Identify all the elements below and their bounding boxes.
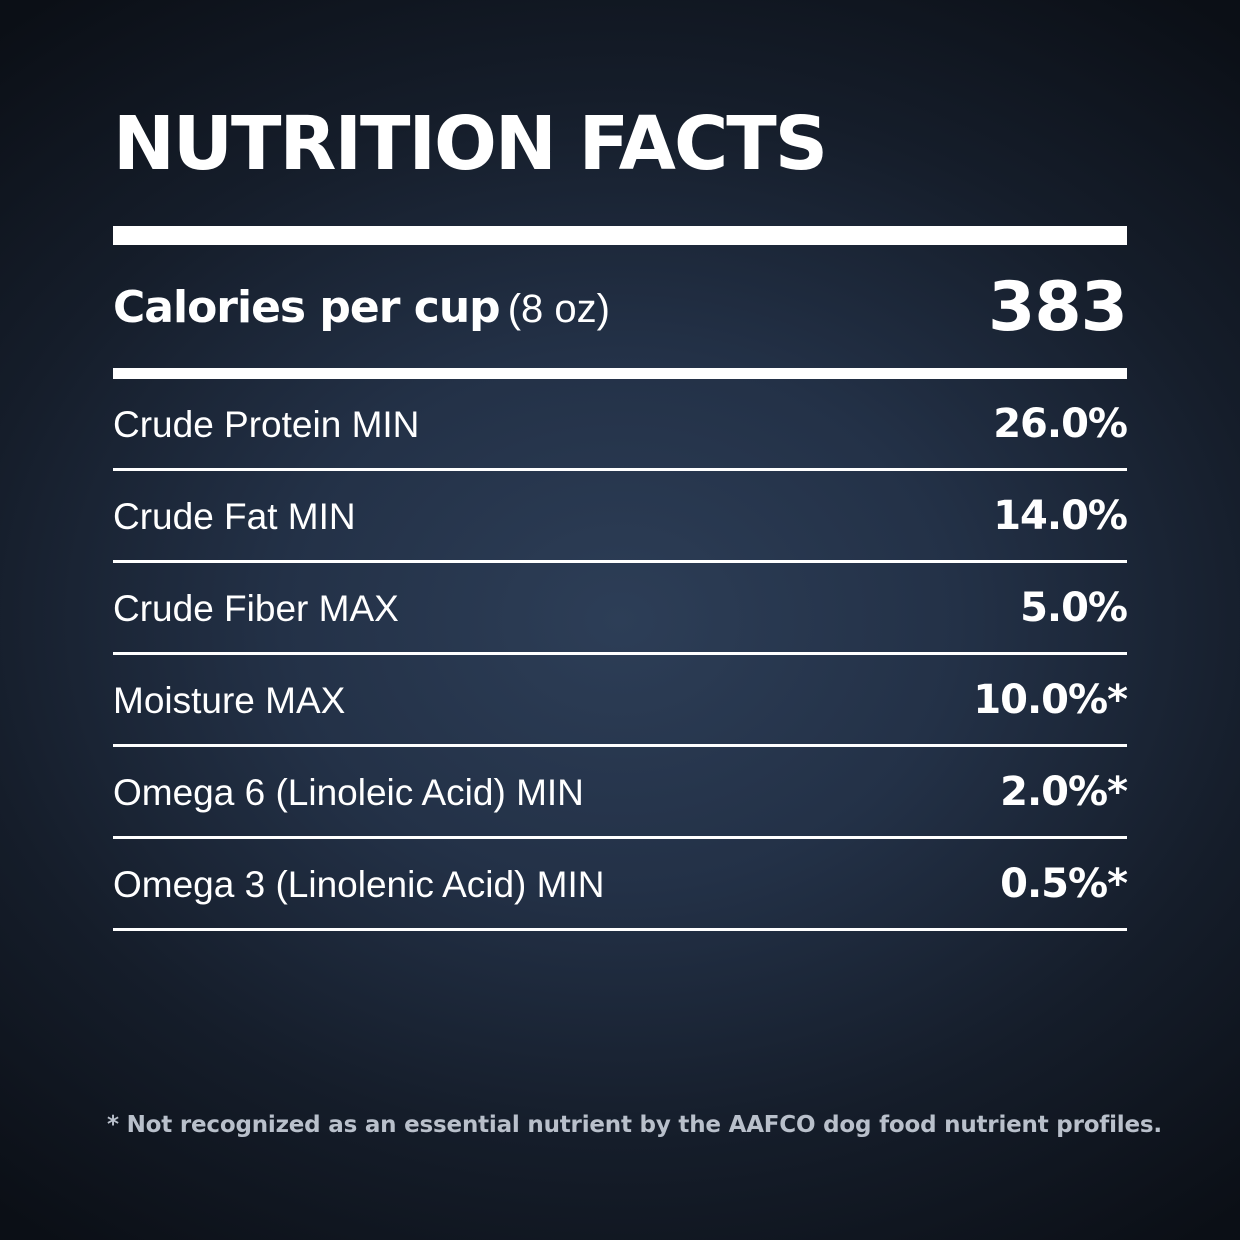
nutrient-list: Crude Protein MIN 26.0% Crude Fat MIN 14…: [113, 379, 1128, 931]
calories-label: Calories per cup: [113, 281, 501, 333]
top-divider: [113, 226, 1127, 245]
nutrient-label: Omega 3 (Linolenic Acid) MIN: [113, 863, 605, 905]
footnote: * Not recognized as an essential nutrien…: [107, 1112, 1162, 1138]
nutrient-label: Crude Fat MIN: [113, 495, 356, 537]
page-title: NUTRITION FACTS: [113, 101, 828, 187]
nutrient-label: Crude Protein MIN: [113, 403, 420, 445]
calories-divider: [113, 368, 1127, 379]
nutrient-row-crude-fat: Crude Fat MIN 14.0%: [113, 471, 1128, 563]
calories-label-group: Calories per cup (8 oz): [113, 282, 610, 333]
nutrient-value: 26.0%: [993, 400, 1128, 447]
nutrient-value: 14.0%: [993, 492, 1128, 539]
nutrient-label: Crude Fiber MAX: [113, 587, 399, 629]
nutrient-value: 5.0%: [1020, 584, 1128, 631]
nutrient-row-omega-6: Omega 6 (Linoleic Acid) MIN 2.0%*: [113, 747, 1128, 839]
nutrient-value: 10.0%*: [973, 676, 1128, 723]
nutrient-label: Moisture MAX: [113, 679, 346, 721]
nutrient-row-omega-3: Omega 3 (Linolenic Acid) MIN 0.5%*: [113, 839, 1128, 931]
calories-row: Calories per cup (8 oz) 383: [113, 262, 1128, 352]
nutrient-value: 0.5%*: [1000, 860, 1128, 907]
nutrient-row-crude-fiber: Crude Fiber MAX 5.0%: [113, 563, 1128, 655]
nutrient-label: Omega 6 (Linoleic Acid) MIN: [113, 771, 584, 813]
nutrient-row-crude-protein: Crude Protein MIN 26.0%: [113, 379, 1128, 471]
nutrient-value: 2.0%*: [1000, 768, 1128, 815]
calories-unit: (8 oz): [507, 286, 610, 331]
nutrient-row-moisture: Moisture MAX 10.0%*: [113, 655, 1128, 747]
calories-value: 383: [988, 267, 1128, 347]
